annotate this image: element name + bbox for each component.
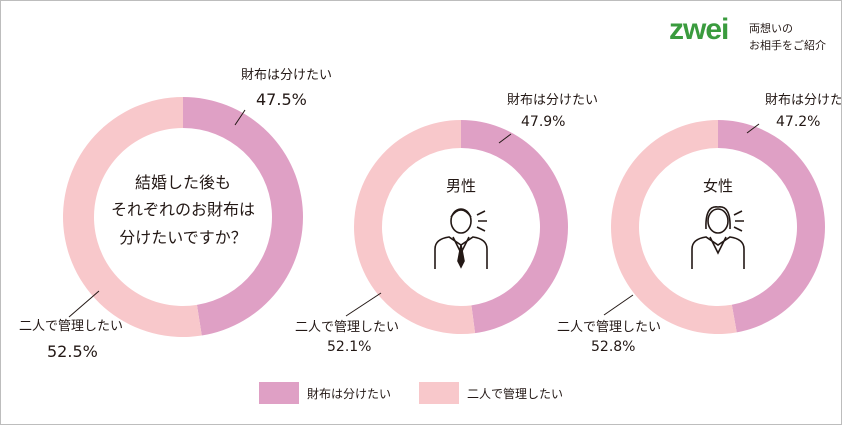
woman-icon (691, 206, 745, 269)
logo-wordmark: zwei (669, 13, 729, 46)
slice-value-split: 47.2% (776, 114, 820, 130)
slice-label-joint: 二人で管理したい (295, 320, 399, 335)
leader-line-joint (345, 292, 382, 317)
slice-value-split: 47.9% (521, 114, 565, 130)
slice-label-split: 財布は分けたい (507, 93, 598, 108)
slice-value-joint: 52.5% (47, 342, 98, 361)
slice-value-joint: 52.8% (591, 339, 635, 355)
slice-joint (63, 97, 202, 337)
chart-title: 分けたいですか？ (119, 228, 247, 247)
legend-label-joint: 二人で管理したい (467, 387, 564, 401)
chart-title: 女性 (703, 177, 733, 195)
leader-line-joint (68, 290, 100, 318)
slice-split (461, 120, 568, 334)
legend-label-split: 財布は分けたい (307, 387, 392, 401)
leader-line-split (234, 109, 246, 126)
chart-title: 男性 (446, 177, 476, 195)
slice-label-joint: 二人で管理したい (19, 319, 123, 334)
slice-label-split: 財布は分けたい (241, 68, 332, 83)
slice-label-joint: 二人で管理したい (557, 320, 661, 335)
man-icon (434, 208, 488, 269)
slice-split (183, 97, 304, 336)
logo-tagline-line2: お相手をご紹介 (749, 39, 826, 52)
slice-joint (353, 120, 476, 335)
slice-value-joint: 52.1% (327, 339, 371, 355)
slice-joint (610, 119, 737, 335)
leader-line-joint (603, 294, 634, 316)
slice-value-split: 47.5% (256, 90, 307, 109)
leader-line-split (498, 133, 512, 144)
chart-title: 結婚した後も (135, 173, 231, 192)
logo-tagline-line1: 両想いの (749, 22, 793, 35)
leader-line-split (746, 123, 760, 134)
slice-label-split: 財布は分けたい (765, 93, 841, 108)
slice-split (718, 120, 825, 333)
legend-swatch-joint (419, 382, 459, 404)
legend-swatch-split (259, 382, 299, 404)
chart-title: それぞれのお財布は (111, 200, 255, 219)
